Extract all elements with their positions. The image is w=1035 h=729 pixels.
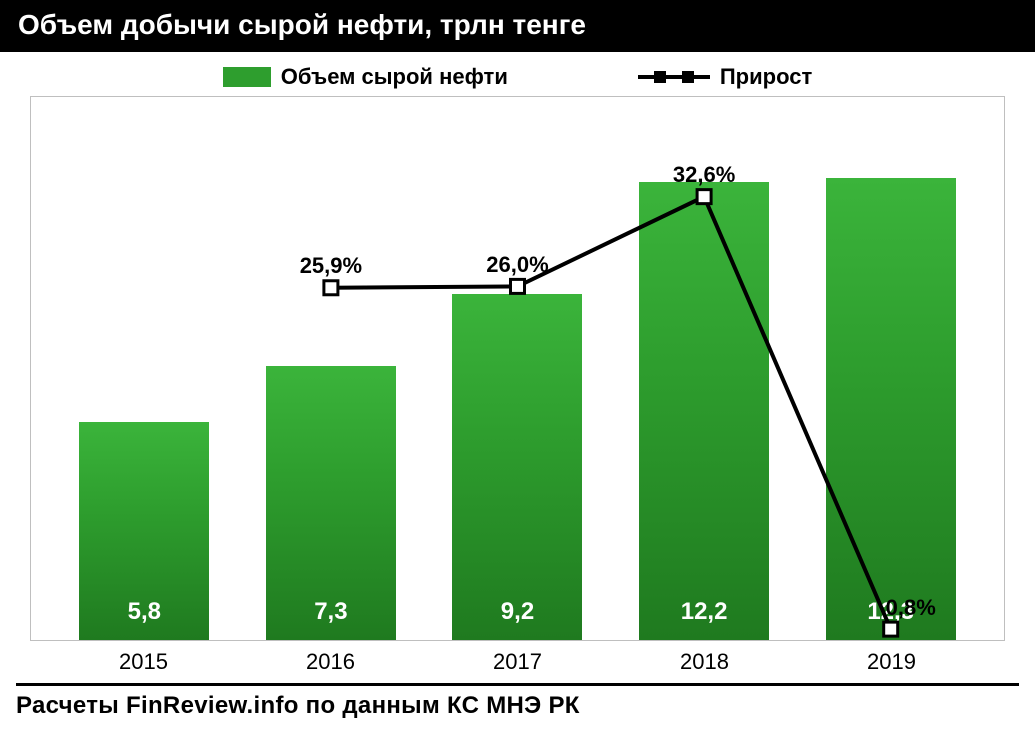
x-tick-label: 2017 [424,649,611,675]
x-tick-label: 2018 [611,649,798,675]
bar: 7,3 [266,366,396,640]
legend-item-line: Прирост [638,64,812,90]
x-axis: 20152016201720182019 [30,641,1005,675]
chart-title: Объем добычи сырой нефти, трлн тенге [0,0,1035,52]
bar: 5,8 [79,422,209,640]
bar-value-label: 9,2 [452,598,582,640]
growth-label: 0,8% [886,595,936,621]
growth-label: 25,9% [300,253,362,279]
bar-column: 9,2 [424,96,611,640]
legend-bars-label: Объем сырой нефти [281,64,508,90]
bar-value-label: 5,8 [79,598,209,640]
legend-item-bars: Объем сырой нефти [223,64,508,90]
growth-label: 26,0% [486,252,548,278]
plot-area: 5,8 7,3 9,2 12,2 12,3 25,9% 26,0% 32,6% 0,8% [30,96,1005,641]
bar-column: 12,3 [797,96,984,640]
bar-column: 5,8 [51,96,238,640]
legend-line-swatch [638,71,710,83]
bar: 9,2 [452,294,582,639]
x-tick-label: 2019 [798,649,985,675]
bar: 12,2 [639,182,769,640]
x-tick-label: 2015 [50,649,237,675]
bar: 12,3 [826,178,956,639]
footer-source: Расчеты FinReview.info по данным КС МНЭ … [16,683,1019,720]
legend-line-label: Прирост [720,64,812,90]
growth-label: 32,6% [673,162,735,188]
bar-value-label: 7,3 [266,598,396,640]
bar-column: 7,3 [238,96,425,640]
x-tick-label: 2016 [237,649,424,675]
bar-value-label: 12,2 [639,598,769,640]
legend-bar-swatch [223,67,271,87]
legend: Объем сырой нефти Прирост [0,52,1035,96]
